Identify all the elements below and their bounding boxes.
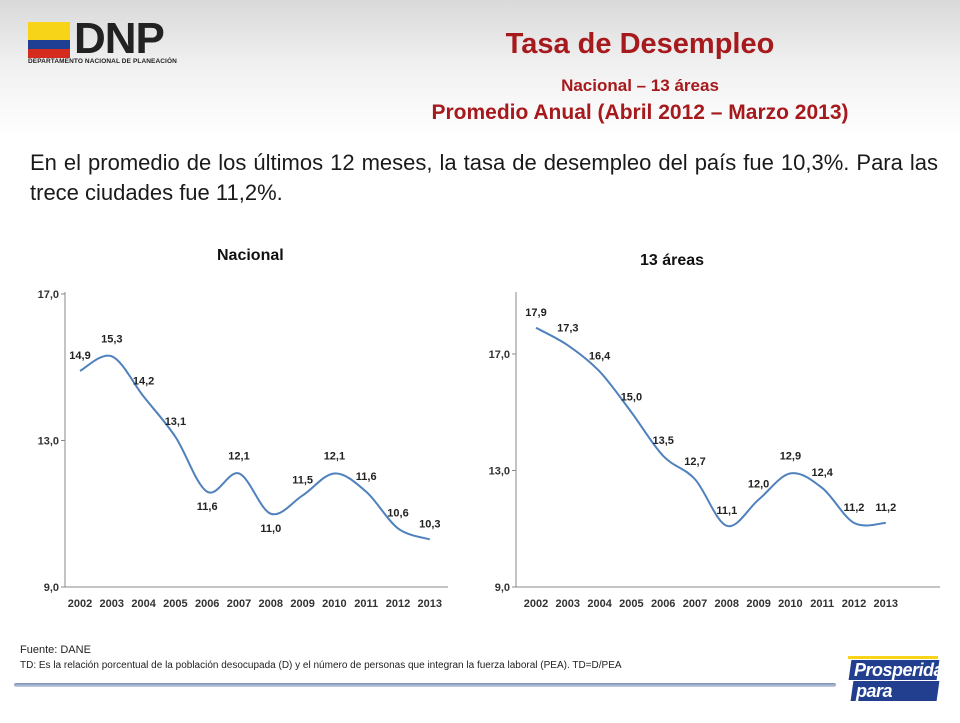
- y-tick-label: 17,0: [38, 289, 59, 301]
- y-tick-label: 9,0: [495, 582, 510, 594]
- y-tick-label: 13,0: [38, 436, 59, 448]
- data-label: 11,2: [875, 502, 896, 514]
- data-label: 12,4: [811, 467, 833, 479]
- data-label: 11,6: [197, 501, 218, 513]
- colombia-flag-icon: [28, 22, 70, 58]
- data-label: 11,1: [716, 505, 737, 517]
- data-label: 14,9: [69, 350, 90, 362]
- y-tick-label: 13,0: [489, 466, 510, 478]
- x-tick-label: 2006: [651, 598, 675, 610]
- x-tick-label: 2012: [386, 598, 410, 610]
- summary-text: En el promedio de los últimos 12 meses, …: [30, 150, 938, 205]
- x-tick-label: 2011: [354, 598, 378, 610]
- x-tick-label: 2012: [842, 598, 866, 610]
- x-tick-label: 2004: [131, 598, 156, 610]
- x-tick-label: 2013: [874, 598, 898, 610]
- data-label: 13,5: [652, 435, 673, 447]
- data-label: 11,0: [260, 523, 281, 535]
- data-label: 12,0: [748, 479, 769, 491]
- logo-subtitle: DEPARTAMENTO NACIONAL DE PLANEACIÓN: [28, 58, 177, 65]
- x-tick-label: 2013: [418, 598, 442, 610]
- data-label: 17,3: [557, 322, 578, 334]
- dnp-logo: DNP DEPARTAMENTO NACIONAL DE PLANEACIÓN: [28, 14, 188, 70]
- data-label: 12,1: [324, 450, 345, 462]
- data-label: 13,1: [165, 416, 186, 428]
- chart-13-areas: 9,0 13,0 17,0 2002 2003 2004 2005 2006 2007 2008 2…: [489, 292, 940, 610]
- header-band: [0, 0, 960, 135]
- x-tick-label: 2007: [683, 598, 707, 610]
- x-tick-label: 2009: [290, 598, 314, 610]
- footer-divider: [14, 683, 836, 687]
- x-tick-label: 2007: [227, 598, 251, 610]
- data-label: 15,3: [101, 333, 122, 345]
- data-label: 12,7: [684, 456, 705, 468]
- x-tick-label: 2004: [587, 598, 612, 610]
- x-tick-label: 2010: [322, 598, 346, 610]
- x-tick-label: 2010: [778, 598, 802, 610]
- footer-source: Fuente: DANE: [20, 644, 91, 656]
- data-label: 16,4: [589, 350, 611, 362]
- x-tick-label: 2003: [100, 598, 124, 610]
- data-label: 11,6: [356, 471, 377, 483]
- data-label: 12,1: [228, 450, 249, 462]
- data-label: 11,5: [292, 474, 313, 486]
- footer-definition: TD: Es la relación porcentual de la pobl…: [20, 660, 622, 671]
- data-label: 10,6: [387, 507, 408, 519]
- page-subtitle-period: Promedio Anual (Abril 2012 – Marzo 2013): [431, 101, 849, 124]
- badge-line2: para todos: [856, 681, 903, 722]
- data-label: 11,2: [844, 502, 865, 514]
- x-tick-label: 2003: [556, 598, 580, 610]
- x-tick-label: 2009: [746, 598, 770, 610]
- page-title: Tasa de Desempleo: [505, 28, 775, 60]
- prosperidad-badge: Prosperidad para todos: [846, 656, 954, 722]
- chart-nacional: 9,0 13,0 17,0 2002 2003 2004 2005 2006 2007 2008 2…: [38, 289, 448, 610]
- page-subtitle: Nacional – 13 áreas: [561, 76, 719, 95]
- y-tick-label: 9,0: [44, 582, 59, 594]
- x-tick-label: 2006: [195, 598, 219, 610]
- series-line: [535, 326, 886, 528]
- x-tick-label: 2005: [619, 598, 643, 610]
- data-label: 10,3: [419, 518, 440, 530]
- x-tick-label: 2008: [715, 598, 739, 610]
- x-tick-label: 2002: [68, 598, 92, 610]
- chart-title-nacional: Nacional: [217, 247, 284, 264]
- logo-text: DNP: [74, 14, 165, 63]
- chart-title-13-areas: 13 áreas: [640, 252, 705, 269]
- x-tick-label: 2002: [524, 598, 548, 610]
- y-tick-label: 17,0: [489, 349, 510, 361]
- badge-line1: Prosperidad: [854, 660, 954, 680]
- x-tick-label: 2005: [163, 598, 187, 610]
- data-label: 17,9: [525, 307, 546, 319]
- x-tick-label: 2011: [810, 598, 834, 610]
- series-line: [79, 354, 431, 541]
- data-label: 15,0: [621, 391, 642, 403]
- data-label: 14,2: [133, 376, 154, 388]
- data-label: 12,9: [780, 450, 801, 462]
- x-tick-label: 2008: [259, 598, 283, 610]
